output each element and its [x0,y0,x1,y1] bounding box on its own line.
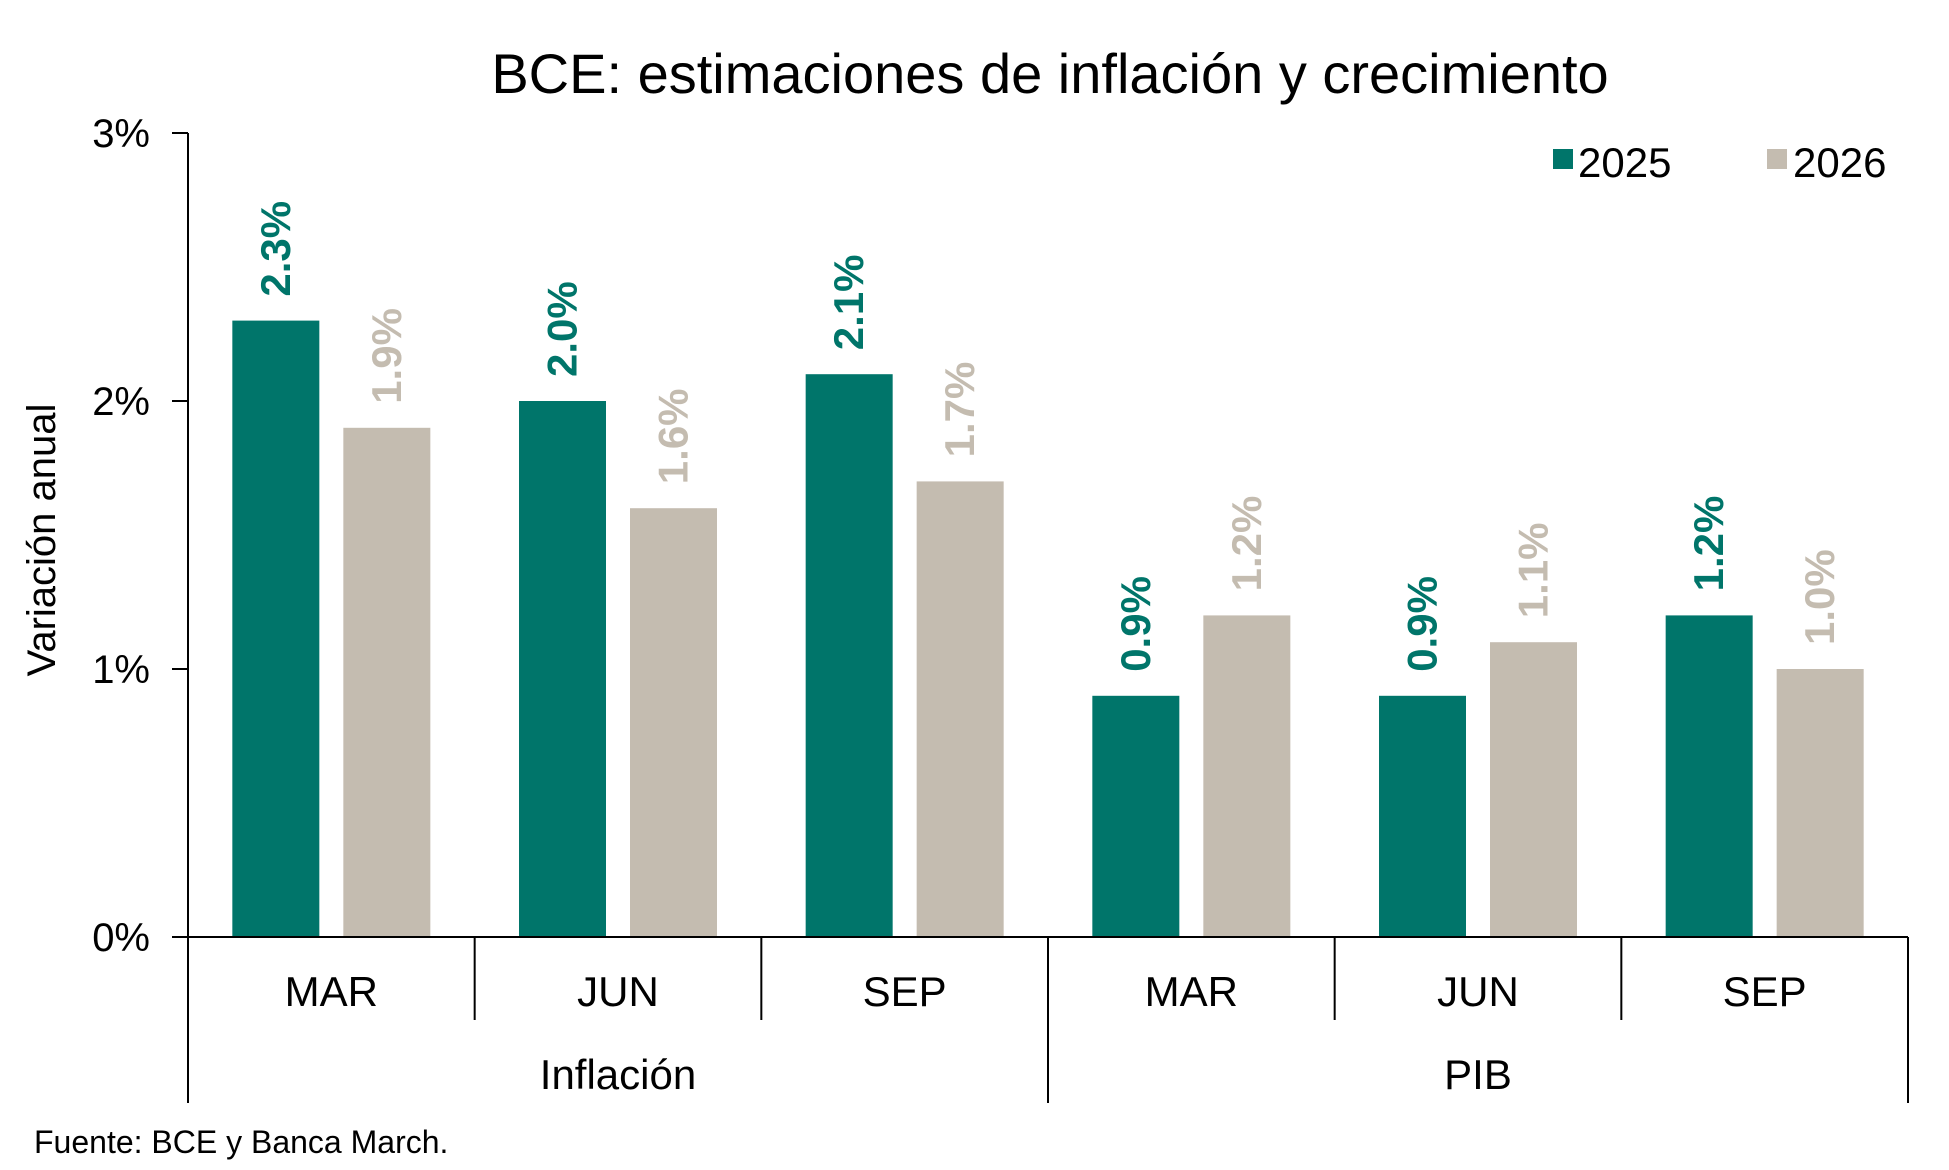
data-label: 1.7% [936,362,983,458]
x-category-label: JUN [577,968,659,1015]
x-category-label: JUN [1437,968,1519,1015]
data-label: 1.9% [363,308,410,404]
bars [232,320,1864,938]
legend-label-2025: 2025 [1578,139,1671,186]
data-label: 1.6% [650,388,697,484]
x-group-label: PIB [1444,1051,1512,1098]
data-labels: 2.3% 1.9% 2.0% 1.6% 2.1% 1.7% 0.9% 1.2% 0.9% 1.1%… [252,201,1843,672]
x-category-label: SEP [1723,968,1807,1015]
bar-2025-pib-mar [1092,695,1180,937]
bar-2025-inflación-sep [805,374,893,937]
x-group-label: Inflación [540,1051,696,1098]
bar-2025-pib-sep [1665,615,1753,937]
y-tick-label: 1% [92,648,150,692]
data-label: 1.2% [1685,496,1732,592]
data-label: 0.9% [1399,576,1446,672]
legend-swatch-2025 [1553,149,1573,169]
x-category-label: MAR [285,968,378,1015]
data-label: 2.3% [252,201,299,297]
bar-2025-pib-jun [1379,695,1466,937]
legend-label-2026: 2026 [1793,139,1886,186]
bar-2025-inflación-jun [519,401,606,937]
data-label: 2.0% [539,281,586,377]
bar-2025-inflación-mar [232,320,320,938]
x-category-label: MAR [1145,968,1238,1015]
bar-2026-pib-mar [1203,615,1291,937]
y-tick-label: 3% [92,112,150,156]
y-axis-label: Variación anual [20,404,64,677]
source-note: Fuente: BCE y Banca March. [34,1124,448,1160]
bar-2026-pib-jun [1490,642,1577,937]
data-label: 2.1% [825,254,872,350]
legend: 2025 2026 [1553,139,1886,186]
data-label: 1.0% [1796,549,1843,645]
chart-title: BCE: estimaciones de inflación y crecimi… [491,42,1608,105]
y-tick-label: 2% [92,380,150,424]
legend-swatch-2026 [1767,149,1787,169]
y-tick-label: 0% [92,916,150,960]
bar-2026-inflación-jun [630,508,717,937]
bar-2026-inflación-sep [916,481,1004,937]
x-axis: MAR JUN SEP MAR JUN SEP Inflación PIB [187,936,1909,1103]
x-category-label: SEP [863,968,947,1015]
bar-2026-inflación-mar [343,427,431,937]
data-label: 1.1% [1510,522,1557,618]
bar-2026-pib-sep [1776,669,1864,937]
data-label: 0.9% [1112,576,1159,672]
y-axis: 0% 1% 2% 3% [92,112,189,960]
data-label: 1.2% [1223,496,1270,592]
